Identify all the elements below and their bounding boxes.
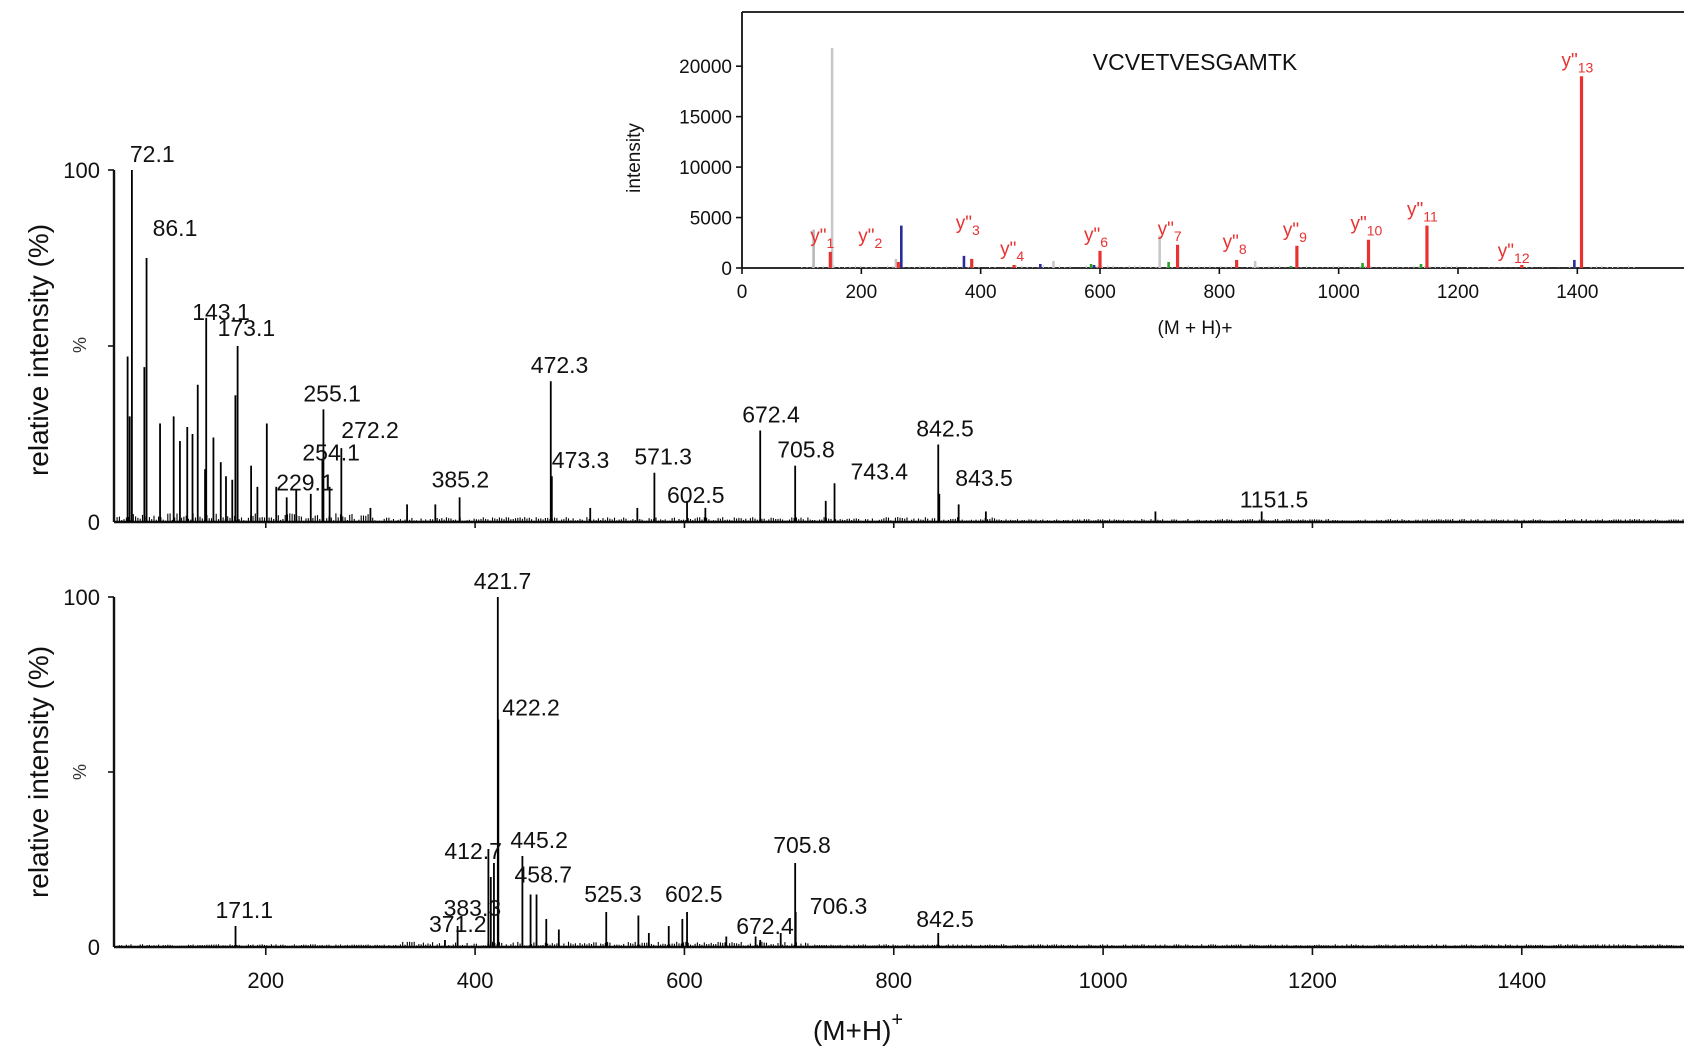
- top-peak-label: 743.4: [851, 458, 909, 484]
- inset-y-tick-label: 10000: [679, 158, 732, 179]
- inset-x-ticks: 0 200 400 600 800 1000 1200 1400: [737, 268, 1598, 303]
- top-peak-label: 272.2: [341, 417, 399, 443]
- top-peak-label: 571.3: [634, 444, 692, 470]
- inset-spectrum: VCVETVESGAMTK intensity (M + H)+ 0 5000 10…: [624, 11, 1684, 339]
- bottom-peak-label: 422.2: [502, 695, 560, 721]
- inset-y-axis-title: intensity: [624, 123, 645, 193]
- bottom-y-mid-label: %: [70, 764, 90, 780]
- top-peak-label: 86.1: [153, 215, 198, 241]
- bottom-x-tick-label: 400: [457, 968, 494, 993]
- top-peak-label: 1151.5: [1240, 486, 1309, 512]
- bottom-peak-label: 706.3: [810, 893, 868, 919]
- bottom-x-tick-label: 800: [875, 968, 912, 993]
- top-peak-label: 842.5: [916, 416, 974, 442]
- inset-peaks: [801, 48, 1635, 268]
- inset-ion-label: y"1: [810, 226, 834, 251]
- inset-y-tick-label: 0: [721, 259, 732, 280]
- bottom-peak-label: 371.2: [429, 911, 487, 937]
- top-peak-label: 254.1: [302, 440, 360, 466]
- top-y-axis-title: relative intensity (%): [23, 224, 54, 476]
- bottom-x-tick-label: 600: [666, 968, 703, 993]
- inset-y-tick-label: 20000: [679, 57, 732, 78]
- top-peak-label: 255.1: [303, 380, 361, 406]
- inset-ion-labels: y"1 y"2 y"3 y"4 y"6 y"7 y"8 y"9 y"10 y"11 y"12 y"13: [810, 50, 1593, 266]
- bottom-x-tick-label: 1000: [1079, 968, 1128, 993]
- bottom-peak-label: 705.8: [773, 832, 831, 858]
- top-peaks: [126, 170, 1523, 528]
- top-peak-label: 385.2: [432, 466, 490, 492]
- inset-ion-label: y"2: [858, 226, 882, 251]
- top-y-tick-0: 0: [88, 510, 100, 535]
- inset-y-tick-label: 15000: [679, 108, 732, 129]
- inset-ion-label: y"3: [956, 213, 980, 238]
- top-y-mid-label: %: [70, 337, 90, 353]
- inset-ion-label: y"13: [1562, 50, 1594, 75]
- inset-x-tick-label: 600: [1084, 282, 1116, 303]
- top-peak-label: 229.1: [276, 469, 334, 495]
- top-peak-label: 472.3: [531, 352, 589, 378]
- bottom-peak-label: 383.3: [444, 895, 502, 921]
- inset-ion-label: y"9: [1283, 220, 1307, 245]
- inset-x-tick-label: 400: [965, 282, 997, 303]
- top-peak-label: 672.4: [742, 402, 800, 428]
- bottom-x-tick-label: 1400: [1497, 968, 1546, 993]
- bottom-y-axis-title: relative intensity (%): [23, 646, 54, 898]
- bottom-peaks: [234, 597, 940, 947]
- bottom-peak-label: 842.5: [916, 906, 974, 932]
- top-peak-label: 173.1: [218, 315, 276, 341]
- bottom-x-tick-label: 200: [247, 968, 284, 993]
- inset-ion-label: y"12: [1498, 241, 1530, 266]
- top-baseline-noise: [116, 513, 1684, 522]
- inset-x-tick-label: 1400: [1556, 282, 1598, 303]
- bottom-peak-label: 672.4: [736, 913, 794, 939]
- bottom-y-tick-100: 100: [63, 585, 100, 610]
- inset-x-tick-label: 1200: [1437, 282, 1479, 303]
- top-peak-label: 473.3: [552, 447, 610, 473]
- x-axis-title-superscript: +: [891, 1009, 903, 1031]
- inset-y-ticks: 0 5000 10000 15000 20000: [679, 57, 742, 280]
- inset-ion-label: y"10: [1351, 214, 1383, 239]
- bottom-peak-label: 171.1: [216, 897, 274, 923]
- top-peak-label: 72.1: [130, 141, 175, 167]
- inset-ion-label: y"11: [1407, 200, 1438, 225]
- bottom-baseline-noise: [116, 941, 1684, 947]
- inset-ion-label: y"6: [1084, 225, 1108, 250]
- top-peak-label: 143.1: [192, 299, 250, 325]
- top-spectrum-panel: relative intensity (%) 100 0 % 72.1 86.1 1…: [23, 141, 1684, 535]
- top-peak-label: 843.5: [955, 465, 1013, 491]
- inset-ion-label: y"8: [1223, 232, 1247, 257]
- bottom-peak-label: 602.5: [665, 881, 723, 907]
- inset-ion-label: y"7: [1158, 219, 1182, 244]
- inset-x-tick-label: 1000: [1318, 282, 1360, 303]
- bottom-x-ticks: 200 400 600 800 1000 1200 1400: [247, 947, 1546, 993]
- bottom-y-tick-0: 0: [88, 935, 100, 960]
- bottom-peak-label: 421.7: [474, 568, 532, 594]
- inset-y-tick-label: 5000: [690, 209, 732, 230]
- bottom-peak-label: 445.2: [510, 827, 568, 853]
- top-y-tick-100: 100: [63, 158, 100, 183]
- bottom-x-axis-title: (M+H)+: [813, 1009, 903, 1046]
- bottom-peak-label: 458.7: [515, 862, 573, 888]
- inset-title: VCVETVESGAMTK: [1093, 49, 1298, 75]
- bottom-spectrum-panel: relative intensity (%) 100 0 % 171.1 371.…: [23, 568, 1684, 1046]
- inset-x-axis-title: (M + H)+: [1158, 318, 1233, 339]
- bottom-x-tick-label: 1200: [1288, 968, 1337, 993]
- top-peak-label: 705.8: [777, 437, 835, 463]
- inset-background: [742, 12, 1684, 270]
- inset-x-tick-label: 0: [737, 282, 748, 303]
- bottom-peak-label: 412.7: [444, 838, 502, 864]
- inset-x-tick-label: 200: [845, 282, 877, 303]
- top-peak-label: 602.5: [667, 482, 725, 508]
- x-axis-title-main: (M+H): [813, 1015, 892, 1046]
- inset-x-tick-label: 800: [1203, 282, 1235, 303]
- bottom-peak-label: 525.3: [584, 881, 642, 907]
- inset-ion-label: y"4: [1000, 239, 1024, 264]
